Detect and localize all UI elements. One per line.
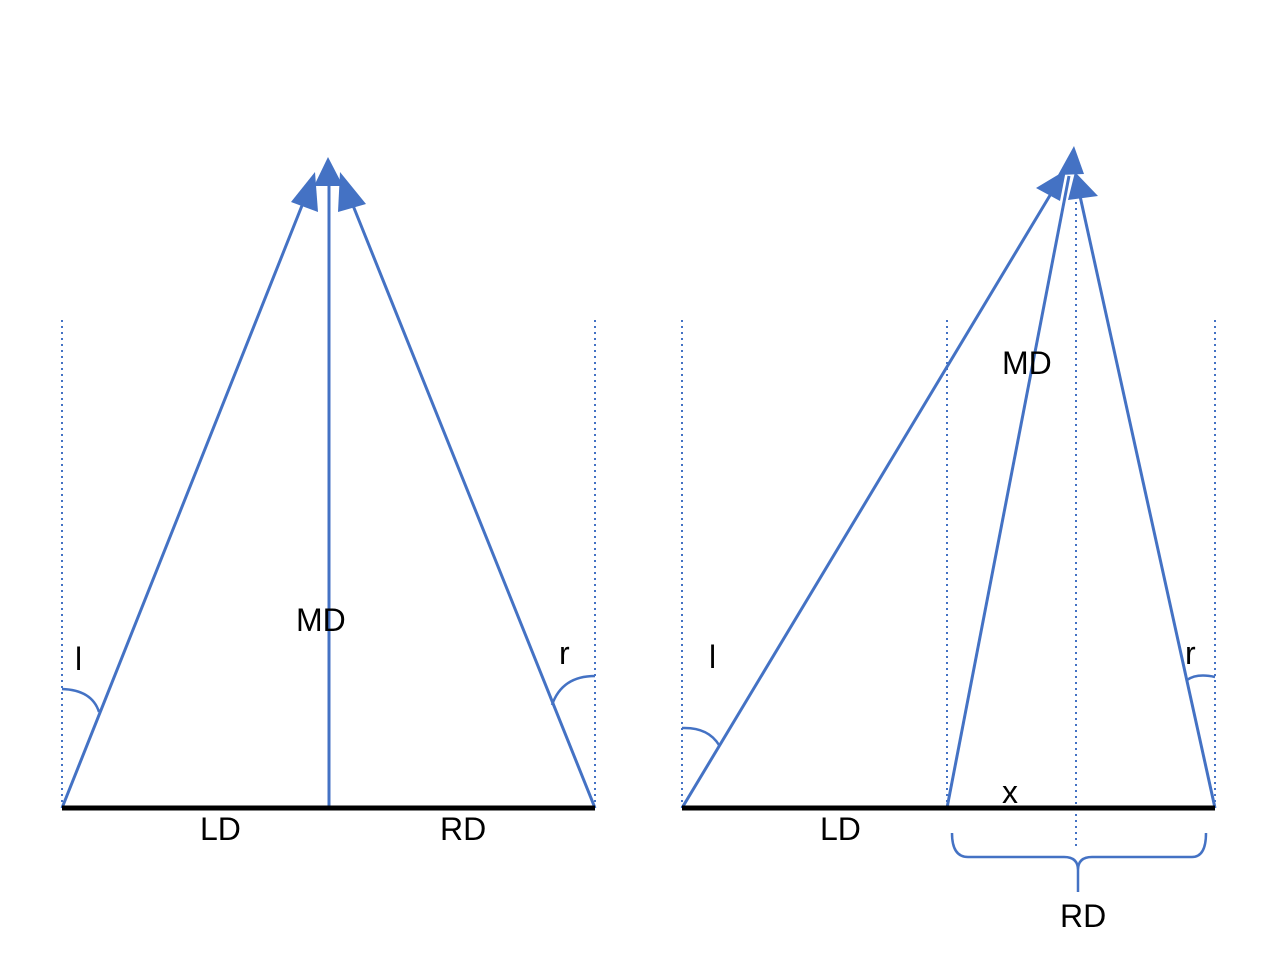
left-diagram: MD l r LD RD xyxy=(60,157,597,847)
right-label-rd: RD xyxy=(1060,898,1106,934)
right-angle-arc-r xyxy=(1186,674,1216,682)
right-arrowhead-l xyxy=(1036,170,1066,201)
right-vector-r xyxy=(1078,195,1217,809)
right-vector-md xyxy=(945,175,1071,809)
right-label-ld: LD xyxy=(820,811,861,847)
right-label-md: MD xyxy=(1002,345,1052,381)
right-brace xyxy=(950,832,1208,892)
right-label-x: x xyxy=(1002,774,1018,810)
left-arrowhead-r xyxy=(338,172,366,212)
left-angle-arc-l xyxy=(61,687,101,713)
right-arrowhead-md xyxy=(1058,146,1084,175)
left-arrowhead-md xyxy=(314,157,343,186)
left-vector-l xyxy=(60,197,307,809)
left-label-ld: LD xyxy=(200,811,241,847)
right-vector-l xyxy=(680,191,1054,809)
left-label-md: MD xyxy=(296,602,346,638)
left-angle-arc-r xyxy=(550,674,596,706)
left-label-rd: RD xyxy=(440,811,486,847)
right-label-angle-r: r xyxy=(1185,635,1196,671)
right-arrowhead-r xyxy=(1068,172,1098,200)
left-label-angle-r: r xyxy=(559,635,570,671)
right-angle-arc-l xyxy=(681,726,721,746)
left-arrowhead-l xyxy=(291,172,318,212)
left-vector-r xyxy=(348,197,597,809)
left-label-angle-l: l xyxy=(75,641,82,677)
right-label-angle-l: l xyxy=(709,639,716,675)
right-diagram: MD l r x LD RD xyxy=(680,146,1217,934)
